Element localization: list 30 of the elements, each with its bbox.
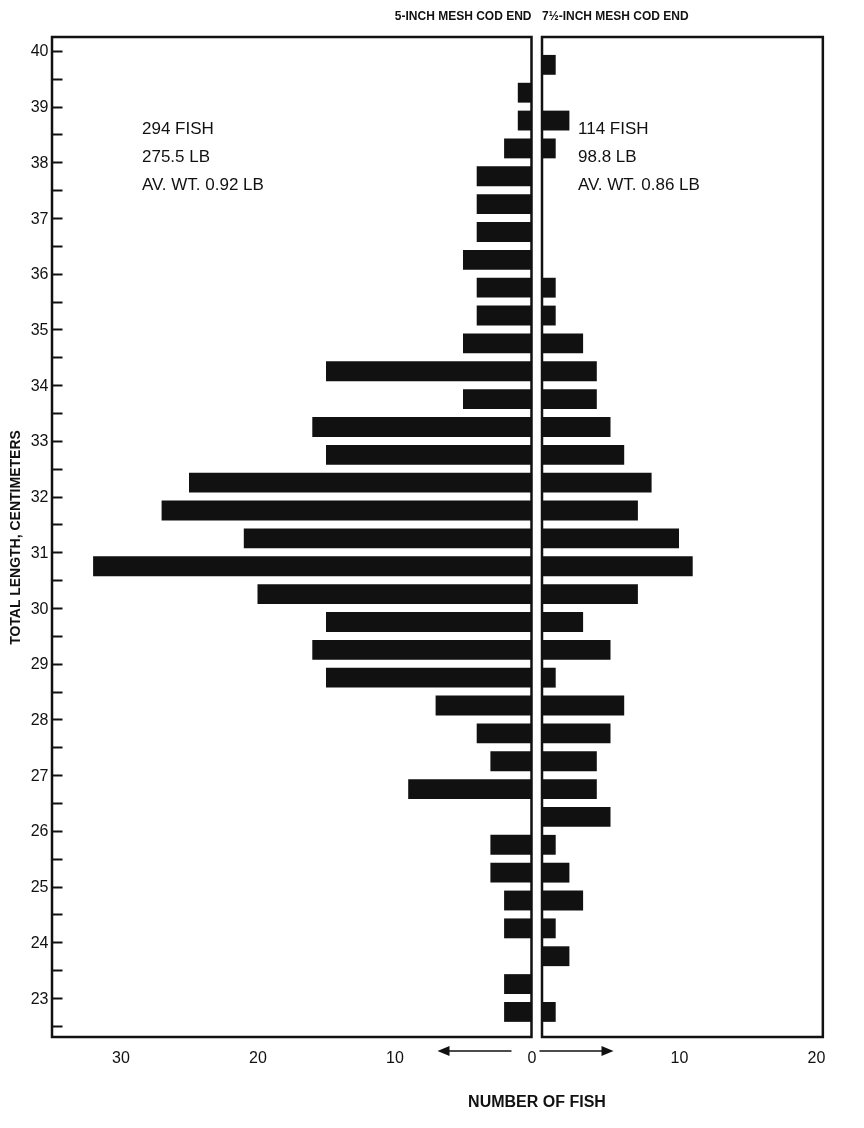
y-tick-label: 24 [30, 933, 49, 951]
x-tick-label: 0 [527, 1048, 537, 1066]
chart-title: 5-INCH MESH COD END [394, 9, 532, 23]
x-tick-label: 30 [112, 1048, 130, 1066]
y-tick-label: 36 [30, 265, 49, 283]
y-tick-label: 23 [30, 989, 49, 1007]
y-tick-label: 26 [30, 822, 49, 840]
y-axis-title: TOTAL LENGTH, CENTIMETERS [6, 430, 23, 645]
y-tick-label: 25 [30, 878, 49, 896]
x-tick-label: 10 [670, 1048, 689, 1066]
y-tick-label: 39 [30, 98, 49, 116]
y-tick-label: 38 [30, 153, 49, 171]
chart-title: 7½-INCH MESH COD END [542, 9, 690, 23]
x-tick-label: 20 [249, 1048, 267, 1066]
x-axis-title: NUMBER OF FISH [468, 1092, 606, 1110]
y-tick-label: 27 [30, 766, 49, 784]
annotation: 114 FISH 98.8 LB AV. WT. 0.86 LB [578, 119, 700, 194]
y-tick-label: 40 [30, 42, 49, 60]
y-tick-label: 32 [30, 488, 49, 506]
x-tick-label: 10 [386, 1048, 404, 1066]
y-tick-label: 33 [30, 432, 49, 450]
y-tick-label: 31 [30, 543, 49, 561]
y-tick-label: 29 [30, 655, 49, 673]
x-tick-label: 20 [807, 1048, 826, 1066]
y-tick-label: 28 [30, 710, 49, 728]
y-tick-label: 35 [30, 320, 49, 338]
y-tick-label: 30 [30, 599, 49, 617]
annotation: 294 FISH 275.5 LB AV. WT. 0.92 LB [142, 119, 264, 194]
y-tick-label: 34 [30, 376, 49, 394]
y-tick-label: 37 [30, 209, 49, 227]
